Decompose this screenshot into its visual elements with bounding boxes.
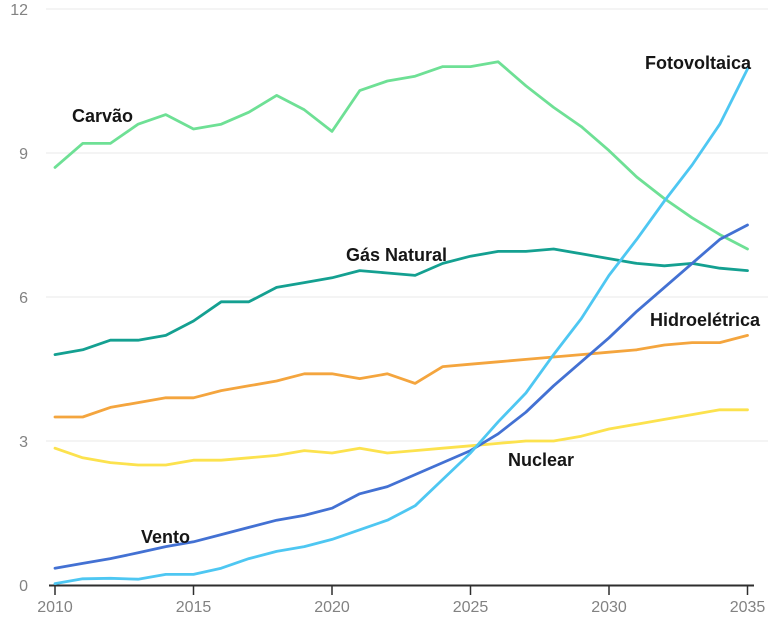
x-axis-tick-label: 2030 [591,599,627,616]
line-hidroeletrica [53,333,749,419]
x-axis-tick-label: 2015 [176,599,212,616]
line-gas-natural [53,247,749,357]
line-nuclear [53,408,749,467]
line-fotovoltaica [53,67,749,585]
series-label-nuclear: Nuclear [508,450,574,470]
series-label-gas-natural: Gás Natural [346,245,447,265]
line-carvao [53,60,749,251]
y-axis-tick-label: 9 [19,146,28,163]
x-axis-tick-label: 2010 [37,599,73,616]
line-vento [53,223,749,570]
x-axis-tick-label: 2025 [453,599,489,616]
x-axis-tick-label: 2035 [730,599,766,616]
y-axis-tick-label: 6 [19,290,28,307]
x-axis-tick-label: 2020 [314,599,350,616]
y-axis-tick-label: 0 [19,578,28,595]
y-axis-tick-label: 3 [19,434,28,451]
series-label-fotovoltaica: Fotovoltaica [645,53,752,73]
series-label-vento: Vento [141,527,190,547]
series-label-carvao: Carvão [72,106,133,126]
series-label-hidroeletrica: Hidroelétrica [650,310,761,330]
y-axis-tick-label: 12 [10,2,28,19]
